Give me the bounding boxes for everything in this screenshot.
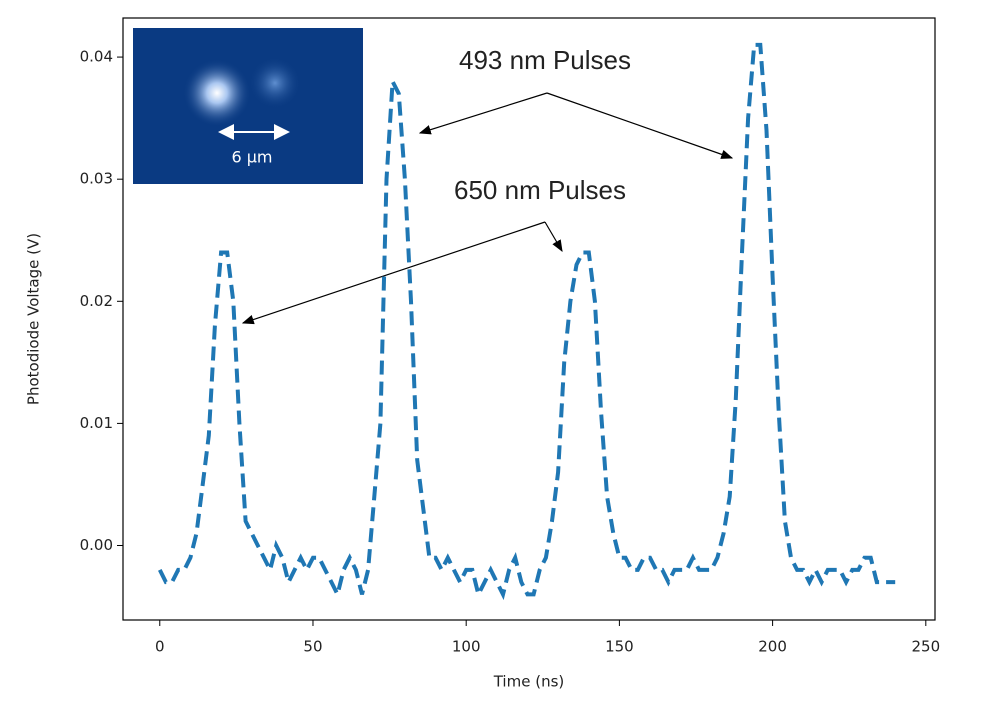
y-tick-label: 0.03: [80, 170, 113, 188]
inset-image: [133, 28, 363, 184]
x-tick-label: 0: [155, 638, 165, 656]
y-tick-label: 0.00: [80, 536, 113, 554]
annotation: 493 nm Pulses: [459, 45, 631, 75]
x-axis-label: Time (ns): [493, 673, 565, 691]
annotation-arrows: [241, 92, 734, 325]
x-tick-label: 200: [758, 638, 787, 656]
annotation: 650 nm Pulses: [454, 175, 626, 205]
x-tick-label: 250: [911, 638, 940, 656]
y-tick-label: 0.02: [80, 292, 113, 310]
y-axis-label: Photodiode Voltage (V): [25, 233, 43, 405]
x-tick-label: 50: [303, 638, 322, 656]
x-tick-label: 100: [452, 638, 481, 656]
y-tick-label: 0.01: [80, 414, 113, 432]
x-tick-label: 150: [605, 638, 634, 656]
plot-frame: [122, 17, 936, 621]
data-line: [158, 42, 896, 601]
inset-label: 6 µm: [231, 148, 272, 167]
y-tick-label: 0.04: [80, 48, 113, 66]
